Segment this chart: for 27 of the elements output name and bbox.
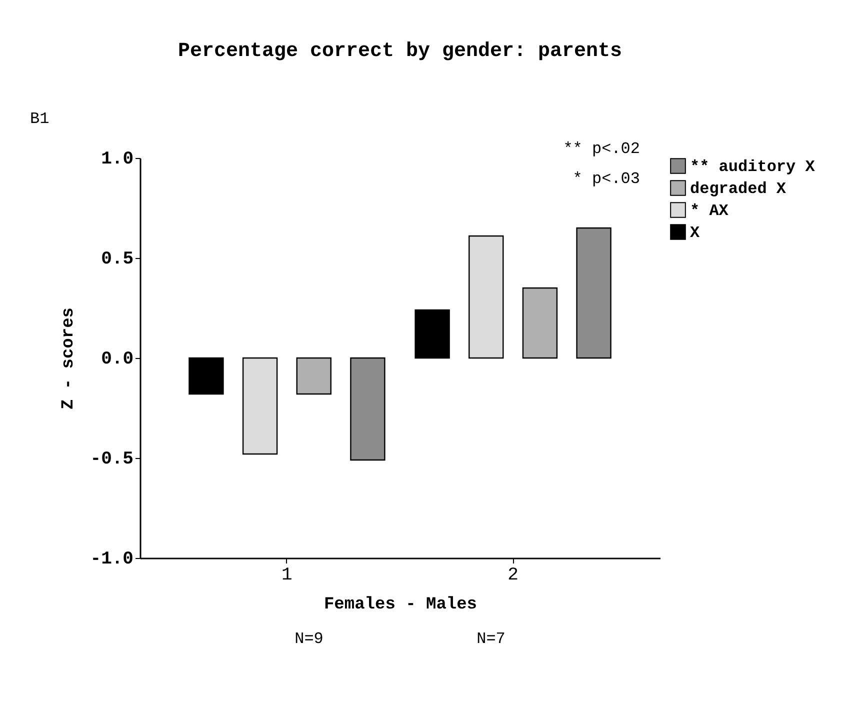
bar <box>188 357 224 395</box>
bar <box>522 287 558 359</box>
x-axis-title: Females - Males <box>324 596 478 614</box>
y-tick-label: 0.5 <box>101 250 134 270</box>
y-tick-label: -0.5 <box>90 450 134 470</box>
text: ** p<.02 <box>563 140 640 158</box>
bar <box>296 357 332 395</box>
bar <box>576 227 612 359</box>
x-tick-label: 1 <box>282 566 292 586</box>
bar <box>242 357 278 455</box>
legend-label: degraded X <box>690 180 786 198</box>
text: N=7 <box>476 630 506 648</box>
y-tick-label: 0.0 <box>101 350 134 370</box>
y-tick-label: 1.0 <box>101 150 134 170</box>
legend-label: * AX <box>690 202 729 220</box>
text: N=9 <box>294 630 324 648</box>
annotation: * p<.03 <box>572 170 640 188</box>
text: B1 <box>30 110 50 128</box>
legend-label: ** auditory X <box>690 158 816 176</box>
bar <box>350 357 386 461</box>
chart-title: Percentage correct by gender: parents <box>178 40 622 63</box>
x-tick-label: 2 <box>508 566 518 586</box>
legend-label: X <box>690 224 700 242</box>
bar <box>414 309 450 359</box>
y-axis-title: Z - scores <box>59 307 78 410</box>
bar <box>468 235 504 359</box>
y-tick-label: -1.0 <box>90 550 134 570</box>
